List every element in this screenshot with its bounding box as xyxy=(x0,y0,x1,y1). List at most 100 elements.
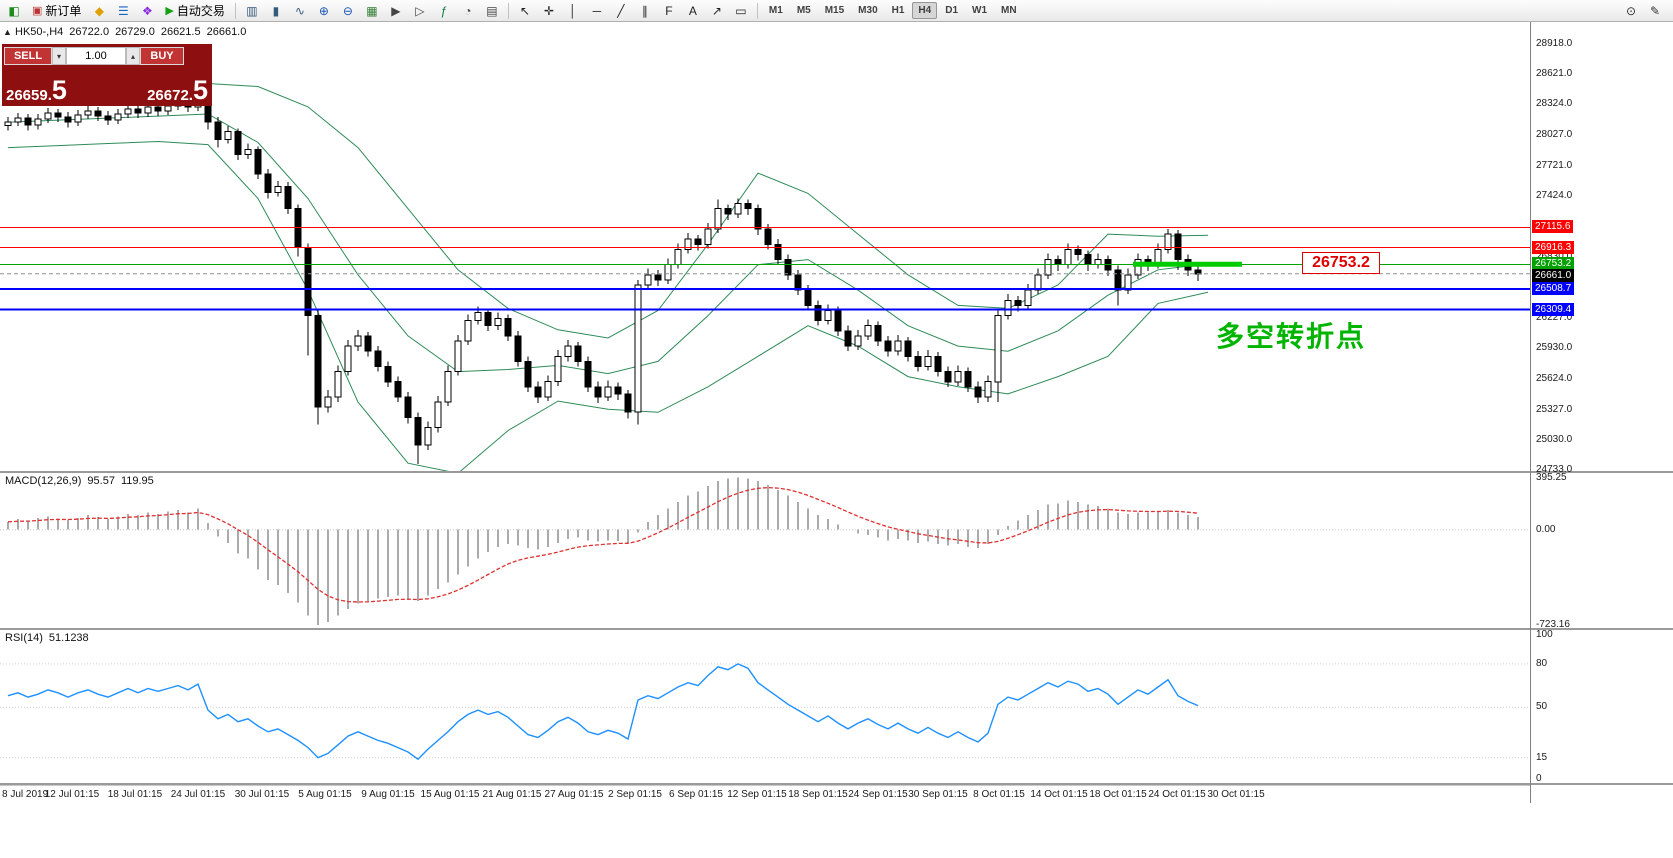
toolbar-separator xyxy=(507,2,509,19)
time-label: 24 Jul 01:15 xyxy=(170,789,226,800)
volume-up-button[interactable]: ▴ xyxy=(126,47,140,65)
volume-input[interactable] xyxy=(66,47,126,65)
line-chart-icon[interactable]: ∿ xyxy=(294,3,305,18)
zoom-out-icon[interactable]: ⊖ xyxy=(342,3,353,18)
chevron-up-icon: ▴ xyxy=(130,51,135,61)
chart-annotation[interactable]: 多空转折点 xyxy=(1216,321,1367,352)
rsi-tick: 100 xyxy=(1536,629,1553,640)
time-axis[interactable]: 8 Jul 2019 12 Jul 01:15 18 Jul 01:15 24 Jul… xyxy=(0,785,1530,804)
templates-icon[interactable]: ▤ xyxy=(486,3,498,18)
market-watch-icon[interactable]: ☰ xyxy=(118,3,129,18)
buy-price-display[interactable]: 26672. 5 xyxy=(108,68,210,105)
panel-separator[interactable] xyxy=(0,783,1673,785)
time-label: 18 Jul 01:15 xyxy=(107,789,163,800)
profiles-icon[interactable]: ◆ xyxy=(94,3,105,18)
rsi-tick: 0 xyxy=(1536,773,1542,784)
sell-price-frac: 5 xyxy=(51,75,67,105)
time-label: 30 Sep 01:15 xyxy=(908,789,968,800)
autotrade-button[interactable]: ▶ 自动交易 xyxy=(160,2,229,20)
new-order-button[interactable]: ▣ 新订单 xyxy=(27,2,86,20)
macd-tick: -723.16 xyxy=(1536,619,1570,630)
timeframe-m1[interactable]: M1 xyxy=(763,2,789,19)
auto-scroll-icon[interactable]: ▶ xyxy=(391,3,401,18)
timeframe-m30[interactable]: M30 xyxy=(852,2,883,19)
edit-icon[interactable]: ✎ xyxy=(1649,4,1661,18)
price-line-tag: 27115.6 xyxy=(1532,220,1574,233)
new-order-icon: ▣ xyxy=(32,5,43,17)
price-line-tag: 26753.2 xyxy=(1532,257,1575,270)
arrows-icon[interactable]: ↗ xyxy=(711,3,722,18)
timeframe-h1[interactable]: H1 xyxy=(886,2,911,19)
cursor-icon[interactable]: ↖ xyxy=(519,3,530,18)
time-label: 18 Sep 01:15 xyxy=(788,789,848,800)
zoom-in-icon[interactable]: ⊕ xyxy=(318,3,329,18)
price-axis[interactable]: 28918.0 28621.0 28324.0 28027.0 27721.0 27424… xyxy=(1531,22,1673,803)
one-click-panel-toggle-icon[interactable]: ▲ xyxy=(3,27,12,37)
macd-svg[interactable] xyxy=(0,473,1530,628)
price-tick: 26830.0 xyxy=(1536,251,1572,262)
new-order-label: 新订单 xyxy=(45,4,82,18)
sell-button[interactable]: SELL xyxy=(4,47,52,65)
crosshair-icon[interactable]: ✛ xyxy=(543,3,554,18)
fibonacci-icon[interactable]: F xyxy=(665,3,673,18)
bar-chart-icon[interactable]: ▥ xyxy=(246,3,258,18)
timeframe-mn[interactable]: MN xyxy=(995,2,1023,19)
timeframe-m15[interactable]: M15 xyxy=(819,2,850,19)
macd-signal-value: 119.95 xyxy=(120,475,154,487)
price-tick: 24733.0 xyxy=(1536,464,1573,475)
price-tick: 28324.0 xyxy=(1536,98,1573,109)
main-chart-svg[interactable] xyxy=(0,22,1530,471)
grid-icon[interactable]: ▦ xyxy=(366,3,378,18)
chart-window[interactable]: 28918.0 28621.0 28324.0 28027.0 27721.0 27424… xyxy=(0,22,1673,803)
price-tick: 25327.0 xyxy=(1536,404,1573,415)
current-price-tag: 26661.0 xyxy=(1532,269,1575,282)
rsi-tick: 50 xyxy=(1536,701,1548,712)
price-tick: 28027.0 xyxy=(1536,129,1573,140)
sell-price-display[interactable]: 26659. 5 xyxy=(4,68,106,105)
low-value: 26621.5 xyxy=(160,26,201,38)
macd-tick: 0.00 xyxy=(1536,524,1556,535)
time-label: 15 Aug 01:15 xyxy=(420,789,480,800)
timeframe-m5[interactable]: M5 xyxy=(791,2,817,19)
time-label: 6 Sep 01:15 xyxy=(669,789,723,800)
horizontal-line-icon[interactable]: ─ xyxy=(592,3,602,18)
rsi-svg[interactable] xyxy=(0,630,1530,783)
volume-dropdown-button[interactable]: ▾ xyxy=(52,47,66,65)
app-chart-icon[interactable]: ◧ xyxy=(8,3,20,18)
price-line-tag: 26916.3 xyxy=(1532,241,1575,254)
candlestick-chart-icon[interactable]: ▮ xyxy=(272,3,280,18)
time-label: 9 Aug 01:15 xyxy=(361,789,415,800)
buy-button[interactable]: BUY xyxy=(140,47,184,65)
axis-divider xyxy=(1530,22,1531,803)
close-value: 26661.0 xyxy=(206,26,247,38)
time-label: 2 Sep 01:15 xyxy=(608,789,662,800)
vertical-line-icon[interactable]: │ xyxy=(569,3,577,18)
magnifier-icon[interactable]: ⊙ xyxy=(1625,4,1637,18)
shapes-icon[interactable]: ▭ xyxy=(735,3,747,18)
time-label: 8 Oct 01:15 xyxy=(973,789,1025,800)
text-icon[interactable]: A xyxy=(688,3,697,18)
high-value: 26729.0 xyxy=(115,26,155,38)
navigator-icon[interactable]: ❖ xyxy=(142,3,153,18)
price-tick: 25930.0 xyxy=(1536,342,1573,353)
toolbar-separator xyxy=(756,2,758,19)
timeframe-h4[interactable]: H4 xyxy=(912,2,938,19)
price-tick: 27424.0 xyxy=(1536,190,1573,201)
rsi-tick: 80 xyxy=(1536,658,1548,669)
macd-tick: 395.25 xyxy=(1536,472,1567,483)
time-label: 18 Oct 01:15 xyxy=(1089,789,1147,800)
indicators-icon[interactable]: ƒ xyxy=(440,3,448,18)
panel-separator[interactable] xyxy=(0,628,1673,630)
time-label: 27 Aug 01:15 xyxy=(544,789,604,800)
time-label: 24 Oct 01:15 xyxy=(1148,789,1206,800)
price-tick: 26227.0 xyxy=(1536,312,1573,323)
trendline-icon[interactable]: ╱ xyxy=(617,3,625,18)
channel-icon[interactable]: ∥ xyxy=(641,3,648,18)
timeframe-d1[interactable]: D1 xyxy=(939,2,964,19)
price-callout[interactable]: 26753.2 xyxy=(1302,252,1380,274)
panel-separator[interactable] xyxy=(0,471,1673,473)
chart-shift-icon[interactable]: ▷ xyxy=(415,3,425,18)
timeframe-w1[interactable]: W1 xyxy=(966,2,993,19)
periods-icon[interactable]: ◔ xyxy=(464,3,472,18)
time-label: 14 Oct 01:15 xyxy=(1030,789,1088,800)
